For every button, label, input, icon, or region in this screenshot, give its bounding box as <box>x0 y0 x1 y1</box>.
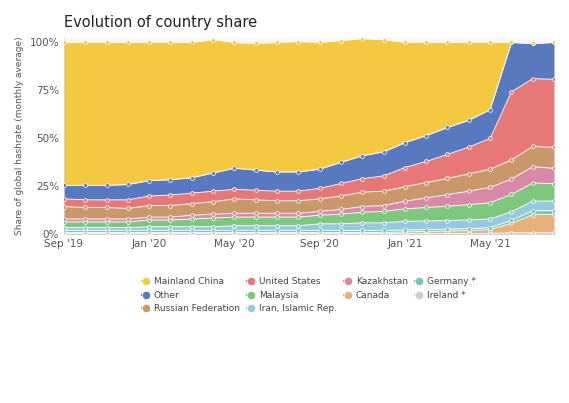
Y-axis label: Share of global hashrate (monthly average): Share of global hashrate (monthly averag… <box>15 36 24 235</box>
Legend: Mainland China, Other, Russian Federation, United States, Malaysia, Iran, Islami: Mainland China, Other, Russian Federatio… <box>138 274 479 317</box>
Text: Evolution of country share: Evolution of country share <box>64 15 257 30</box>
